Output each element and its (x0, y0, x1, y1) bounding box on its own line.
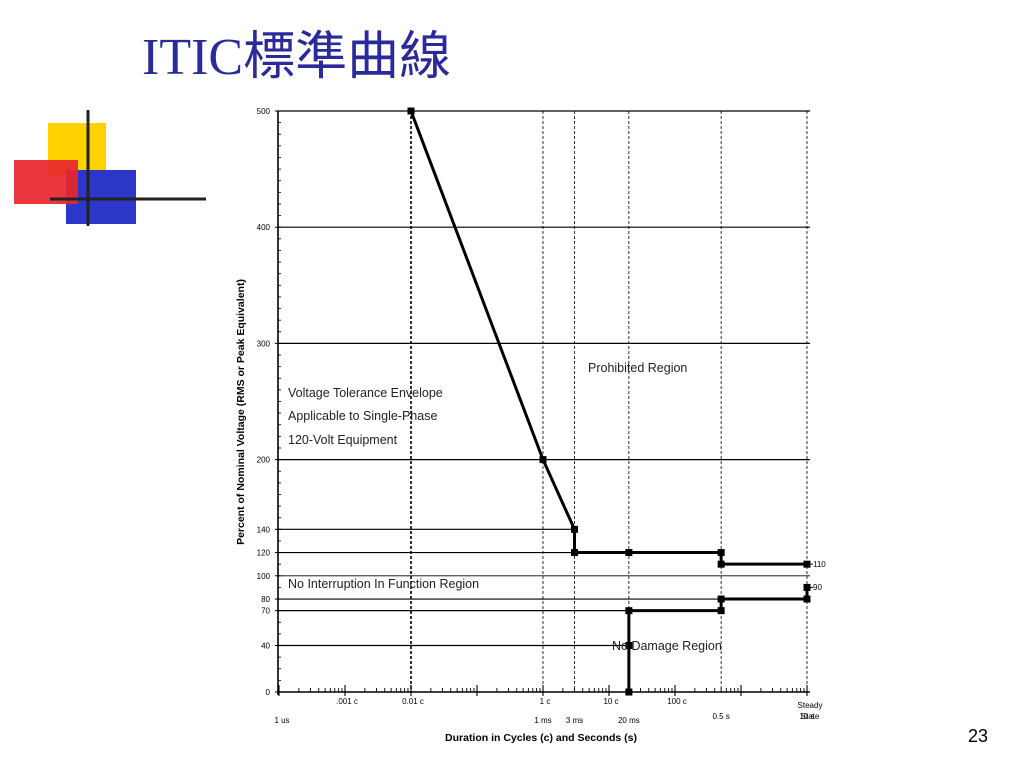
y-tick-label-140: 140 (257, 525, 271, 534)
envelope-note-line3: 120-Volt Equipment (288, 433, 398, 447)
end-label-90: 90 (813, 583, 822, 592)
y-tick-label-80: 80 (261, 595, 270, 604)
y-tick-label-70: 70 (261, 607, 270, 616)
series-0-point-1 (539, 456, 547, 464)
x-tick-label-top-1: 0.01 c (402, 697, 424, 706)
envelope-note-line2: Applicable to Single-Phase (288, 409, 437, 423)
x-tick-label-bottom-3: 20 ms (618, 716, 640, 725)
series-0-point-2 (570, 525, 578, 533)
series-line-0 (409, 110, 810, 566)
slide-title: ITIC標準曲線 (142, 29, 452, 86)
end-label-110: 110 (813, 560, 826, 569)
x-axis-label: Duration in Cycles (c) and Seconds (s) (445, 732, 637, 744)
series-layer (407, 107, 813, 696)
series-0-point-4 (717, 549, 725, 557)
series-1-point-4 (803, 595, 811, 603)
y-axis-label: Percent of Nominal Voltage (RMS or Peak … (235, 279, 247, 545)
y-tick-label-0: 0 (266, 688, 271, 697)
prohibited-region-label: Prohibited Region (588, 361, 687, 375)
envelope-note-line1: Voltage Tolerance Envelope (288, 386, 443, 400)
x-tick-label-bottom-2: 3 ms (566, 716, 583, 725)
series-1-point-3 (717, 595, 725, 603)
series-1-point-5 (803, 583, 811, 591)
y-tick-label-100: 100 (257, 572, 271, 581)
y-tick-label-40: 40 (261, 642, 270, 651)
series-0-point-5 (717, 560, 725, 568)
decor-red-square (14, 160, 78, 204)
y-tick-label-300: 300 (257, 339, 271, 348)
x-tick-label-top-0: .001 c (336, 697, 358, 706)
series-0-point-0 (407, 107, 415, 115)
x-tick-label-bottom-7: State (801, 712, 820, 721)
y-tick-label-200: 200 (257, 456, 271, 465)
series-1-point-1 (625, 607, 633, 615)
x-tick-label-top-3: 10 c (603, 697, 618, 706)
extra-point-1 (625, 642, 633, 650)
axes (277, 111, 810, 695)
series-1-point-2 (717, 607, 725, 615)
y-tick-label-120: 120 (257, 549, 271, 558)
x-tick-label-bottom-1: 1 ms (534, 716, 551, 725)
no-damage-label: No Damage Region (612, 639, 722, 653)
x-tick-label-bottom-4: 0.5 s (712, 712, 729, 721)
x-tick-label-top-4: 100 c (667, 697, 687, 706)
x-tick-label-bottom-0: 1 us (274, 716, 289, 725)
series-0-point-6 (803, 560, 811, 568)
x-tick-label-bottom-6: Steady (798, 701, 823, 710)
extra-point-0 (625, 549, 633, 557)
no-interruption-label: No Interruption In Function Region (288, 577, 479, 591)
series-1-point-0 (625, 688, 633, 696)
x-tick-label-top-2: 1 c (540, 697, 551, 706)
corner-decoration (14, 110, 206, 226)
series-0-point-3 (570, 549, 578, 557)
guide-lines (410, 111, 808, 692)
y-tick-label-500: 500 (257, 107, 271, 116)
axis-ticks: 0 40 70 80 100 120 140 200 300 400 500 .001 c 0.01 c… (257, 107, 823, 725)
x-tick-label-bottom-5: 10 s (799, 712, 814, 721)
y-tick-label-400: 400 (257, 223, 271, 232)
page-number: 23 (968, 726, 989, 746)
